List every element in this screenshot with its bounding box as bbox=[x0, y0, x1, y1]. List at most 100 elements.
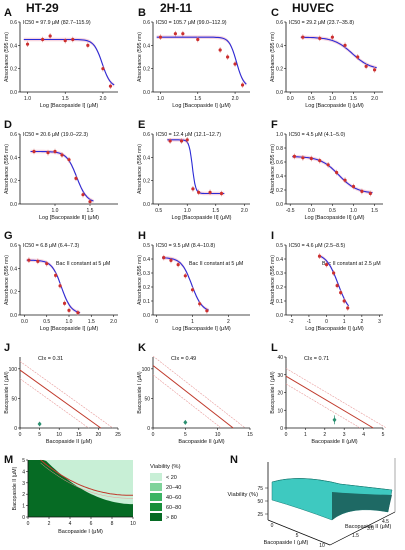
legend-swatch-3 bbox=[150, 503, 162, 511]
y-tick-label: 0.0 bbox=[143, 90, 150, 96]
x-tick-label: 1.5 bbox=[212, 208, 219, 214]
y-tick-label: 1.0 bbox=[276, 132, 283, 138]
data-point-6 bbox=[233, 62, 237, 66]
data-point-4 bbox=[339, 291, 343, 295]
data-point-1 bbox=[173, 32, 177, 36]
y-tick-label: 5 bbox=[22, 458, 25, 464]
isobole-line bbox=[285, 375, 374, 429]
data-point-0 bbox=[292, 154, 297, 158]
data-point-0 bbox=[317, 254, 322, 258]
y-tick-label: 0.6 bbox=[143, 132, 150, 138]
x-tick-label: 2.0 bbox=[110, 319, 117, 325]
y-axis-label: Absorbance (595 nm) bbox=[137, 144, 143, 194]
data-point-2 bbox=[48, 34, 52, 38]
legend-swatch-1 bbox=[150, 483, 162, 491]
ic50-label: IC50 = 105.7 μM (99.0–112.9) bbox=[156, 20, 227, 26]
data-point-6 bbox=[372, 68, 377, 72]
x-tick-label: 2 bbox=[323, 432, 326, 438]
x-tick-label: 8 bbox=[111, 521, 114, 527]
x-tick-label: 10 bbox=[130, 521, 136, 527]
x-tick-label: 0.0 bbox=[308, 208, 315, 214]
x-tick-label: 1.5 bbox=[88, 319, 95, 325]
data-point-3 bbox=[60, 153, 64, 157]
y-axis bbox=[329, 511, 396, 546]
data-point-5 bbox=[62, 301, 67, 305]
panel-letter-C: C bbox=[271, 7, 279, 19]
x-tick-label: 1 bbox=[343, 319, 346, 325]
x-tick-label: 0 bbox=[155, 319, 158, 325]
x-axis-label: Log [Bacopaside I] (μM) bbox=[172, 103, 231, 109]
x-tick-label: 0.5 bbox=[308, 96, 315, 102]
confidence-band bbox=[156, 35, 247, 86]
y-tick-label: 0.4 bbox=[143, 155, 150, 161]
y-tick-label: 0.2 bbox=[143, 67, 150, 73]
data-point-2 bbox=[185, 138, 189, 142]
cix-label: CIx = 0.71 bbox=[304, 356, 329, 362]
y-axis-label: Absorbance (595 nm) bbox=[4, 255, 10, 305]
x-axis-label: Bacopaside I (μM) bbox=[58, 529, 103, 535]
data-point-7 bbox=[76, 311, 80, 315]
x-tick-label: 10 bbox=[319, 543, 325, 549]
panel-letter-K: K bbox=[138, 342, 146, 354]
y-tick-label: 4.5 bbox=[382, 519, 389, 525]
data-point-1 bbox=[41, 37, 45, 42]
panel-E: E 0.0 0.2 0.4 0.6 0.5 1.0 1.5 2.0 Log [Bacopaside… bbox=[137, 119, 250, 221]
x-axis-label: Log [Bacopaside II] (μM) bbox=[39, 215, 99, 221]
y-tick-label: 1.5 bbox=[352, 533, 359, 539]
y-tick-label: 0.0 bbox=[10, 202, 17, 208]
ic50-contour-ci bbox=[40, 462, 133, 499]
y-tick-label: 0.0 bbox=[10, 313, 17, 319]
data-point-1 bbox=[46, 151, 50, 155]
y-tick-label: 0.2 bbox=[10, 179, 17, 185]
data-point-0 bbox=[301, 35, 305, 39]
data-point-5 bbox=[86, 43, 90, 47]
data-point-4 bbox=[58, 284, 62, 288]
x-tick-label: 1.5 bbox=[87, 208, 94, 214]
panel-letter-B: B bbox=[138, 7, 146, 19]
legend-label-1: 20–40 bbox=[166, 485, 181, 491]
ic50-label: IC50 = 12.4 μM (12.1–12.7) bbox=[156, 132, 221, 138]
combo-point bbox=[37, 421, 42, 427]
x-tick-label: 3 bbox=[378, 319, 381, 325]
x-tick-label: 6 bbox=[90, 521, 93, 527]
data-point-1 bbox=[301, 156, 305, 160]
x-tick-label: 1.5 bbox=[62, 96, 69, 102]
data-point-5 bbox=[198, 302, 202, 306]
data-point-1 bbox=[318, 36, 322, 40]
ic50-label: IC50 = 6.8 μM (6.4–7.3) bbox=[23, 243, 79, 249]
data-point-6 bbox=[346, 306, 350, 310]
data-point-6 bbox=[67, 308, 71, 312]
x-tick-label: -2 bbox=[289, 319, 294, 325]
data-point-3 bbox=[183, 274, 187, 278]
z-axis-label: Viability (%) bbox=[228, 492, 259, 498]
y-axis-label: Bacopaside I (μM) bbox=[270, 371, 276, 413]
x-tick-label: 2.0 bbox=[232, 96, 239, 102]
confidence-band bbox=[292, 154, 373, 195]
y-axis-label: Bacopaside I (μM) bbox=[137, 371, 143, 413]
x-tick-label: 10 bbox=[215, 432, 221, 438]
x-tick-label: 1.0 bbox=[24, 96, 31, 102]
y-axis-label: Bacopaside II (μM) bbox=[345, 524, 391, 530]
data-point-3 bbox=[191, 187, 195, 191]
y-tick-label: 0.8 bbox=[276, 146, 283, 152]
confidence-band bbox=[300, 35, 377, 70]
y-tick-label: 0.4 bbox=[10, 43, 17, 49]
legend-swatch-2 bbox=[150, 493, 162, 501]
y-tick-label: 0 bbox=[280, 426, 283, 432]
panel-C: C 0.0 0.2 0.4 0.6 0.0 0.5 1.0 1.5 2.0 Log [Bacopas… bbox=[270, 7, 383, 109]
data-point-1 bbox=[324, 263, 329, 267]
z-tick-label: 25 bbox=[257, 512, 263, 518]
data-point-4 bbox=[326, 163, 330, 167]
x-axis-label: Bacopaside II (μM) bbox=[311, 439, 357, 445]
data-point-4 bbox=[218, 48, 222, 52]
panel-L: L 0 10 20 30 40 0 1 2 3 4 5 Bacopaside II (μM) Bacopa… bbox=[270, 342, 387, 445]
x-axis bbox=[267, 519, 331, 546]
ic50-label: IC50 = 9.5 μM (8.4–10.8) bbox=[156, 243, 215, 249]
isobole-line bbox=[19, 369, 102, 429]
panel-letter-E: E bbox=[138, 119, 145, 131]
isobole-line bbox=[152, 365, 234, 429]
